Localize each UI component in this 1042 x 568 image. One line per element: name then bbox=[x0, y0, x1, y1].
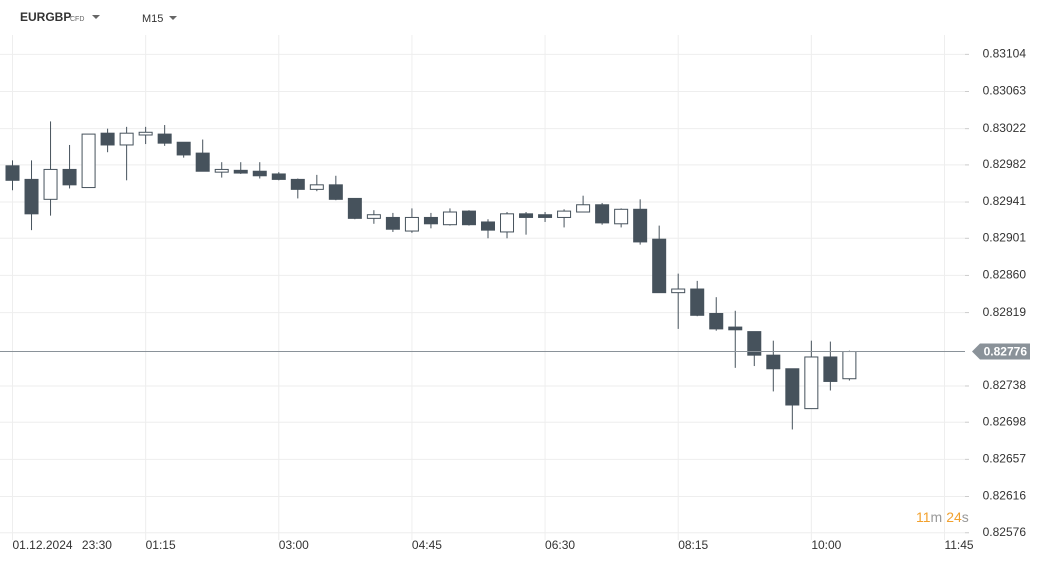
candle-body bbox=[404, 216, 419, 232]
y-tick-label: 0.82819 bbox=[983, 305, 1027, 319]
symbol[interactable]: EURGBP bbox=[20, 10, 71, 24]
countdown-unit: s bbox=[962, 509, 969, 525]
countdown-unit: m bbox=[931, 509, 943, 525]
y-tick-label: 0.82860 bbox=[983, 268, 1027, 282]
candle-body bbox=[842, 351, 857, 380]
candle-body bbox=[538, 214, 553, 218]
candle-body bbox=[442, 211, 457, 226]
candle-body bbox=[633, 208, 648, 243]
candle-body bbox=[423, 216, 438, 225]
candle-body bbox=[690, 288, 705, 316]
countdown-seconds: 24 bbox=[946, 509, 962, 525]
candle-body bbox=[671, 288, 686, 294]
candle-body bbox=[81, 133, 96, 189]
y-tick-label: 0.83063 bbox=[983, 84, 1027, 98]
x-tick-label: 01.12.2024 23:30 bbox=[13, 538, 113, 552]
x-tick-label: 10:00 bbox=[811, 538, 841, 552]
candle-body bbox=[709, 312, 724, 330]
candle-body bbox=[157, 133, 172, 144]
candle-body bbox=[766, 354, 781, 370]
x-tick-label: 03:00 bbox=[279, 538, 309, 552]
y-tick-label: 0.82698 bbox=[983, 414, 1027, 428]
candle-body bbox=[747, 331, 762, 356]
x-tick-label: 06:30 bbox=[545, 538, 575, 552]
candle-body bbox=[100, 132, 115, 146]
candle-body bbox=[385, 216, 400, 230]
last-price-label: 0.82776 bbox=[984, 345, 1028, 359]
candle-body bbox=[290, 178, 305, 190]
candle-body bbox=[252, 170, 267, 177]
candle-body bbox=[519, 213, 534, 218]
candle-body bbox=[461, 210, 476, 226]
last-price-tag bbox=[972, 343, 1030, 360]
candle-body bbox=[823, 356, 838, 382]
candle-body bbox=[500, 213, 515, 233]
symbol-type: CFD bbox=[70, 16, 84, 23]
y-tick-label: 0.82657 bbox=[983, 452, 1027, 466]
candle-body bbox=[576, 204, 591, 213]
dropdown-caret[interactable] bbox=[169, 16, 177, 20]
candle-body bbox=[804, 356, 819, 410]
candle-body bbox=[43, 168, 58, 200]
candle-body bbox=[62, 168, 77, 186]
candle-body bbox=[195, 152, 210, 172]
y-tick-label: 0.83022 bbox=[983, 121, 1027, 135]
y-tick-label: 0.83104 bbox=[983, 47, 1027, 61]
x-tick-label: 08:15 bbox=[678, 538, 708, 552]
candle-body bbox=[24, 178, 39, 215]
candle-body bbox=[614, 208, 629, 225]
candle-body bbox=[366, 214, 381, 219]
y-tick-label: 0.82982 bbox=[983, 157, 1027, 171]
x-tick-label: 01:15 bbox=[146, 538, 176, 552]
countdown: 11m 24s bbox=[916, 509, 969, 525]
candle-body bbox=[5, 165, 20, 181]
candle-body bbox=[347, 197, 362, 219]
candle-body bbox=[138, 131, 153, 136]
countdown-minutes: 11 bbox=[916, 509, 931, 525]
grid bbox=[0, 35, 969, 540]
candle-body bbox=[309, 184, 324, 190]
candle-body bbox=[481, 221, 495, 231]
y-tick-label: 0.82616 bbox=[983, 489, 1027, 503]
candles bbox=[5, 121, 857, 430]
x-tick-label: 04:45 bbox=[412, 538, 442, 552]
dropdown-caret[interactable] bbox=[92, 15, 100, 19]
candle-body bbox=[785, 368, 800, 406]
candle-body bbox=[595, 204, 610, 224]
timeframe[interactable]: M15 bbox=[142, 13, 163, 25]
candle-body bbox=[233, 169, 248, 174]
candle-body bbox=[271, 173, 286, 180]
candle-body bbox=[214, 168, 229, 173]
candle-body bbox=[652, 238, 667, 294]
x-tick-label: 11:45 bbox=[944, 538, 973, 552]
candle-body bbox=[328, 184, 343, 200]
candle-body bbox=[119, 132, 134, 146]
y-tick-label: 0.82576 bbox=[983, 525, 1027, 539]
y-tick-label: 0.82738 bbox=[983, 378, 1027, 392]
y-tick-label: 0.82941 bbox=[983, 194, 1027, 208]
y-tick-label: 0.82901 bbox=[983, 230, 1027, 244]
candle-body bbox=[728, 326, 743, 331]
candle-body bbox=[557, 210, 572, 218]
candle-body bbox=[176, 141, 191, 156]
